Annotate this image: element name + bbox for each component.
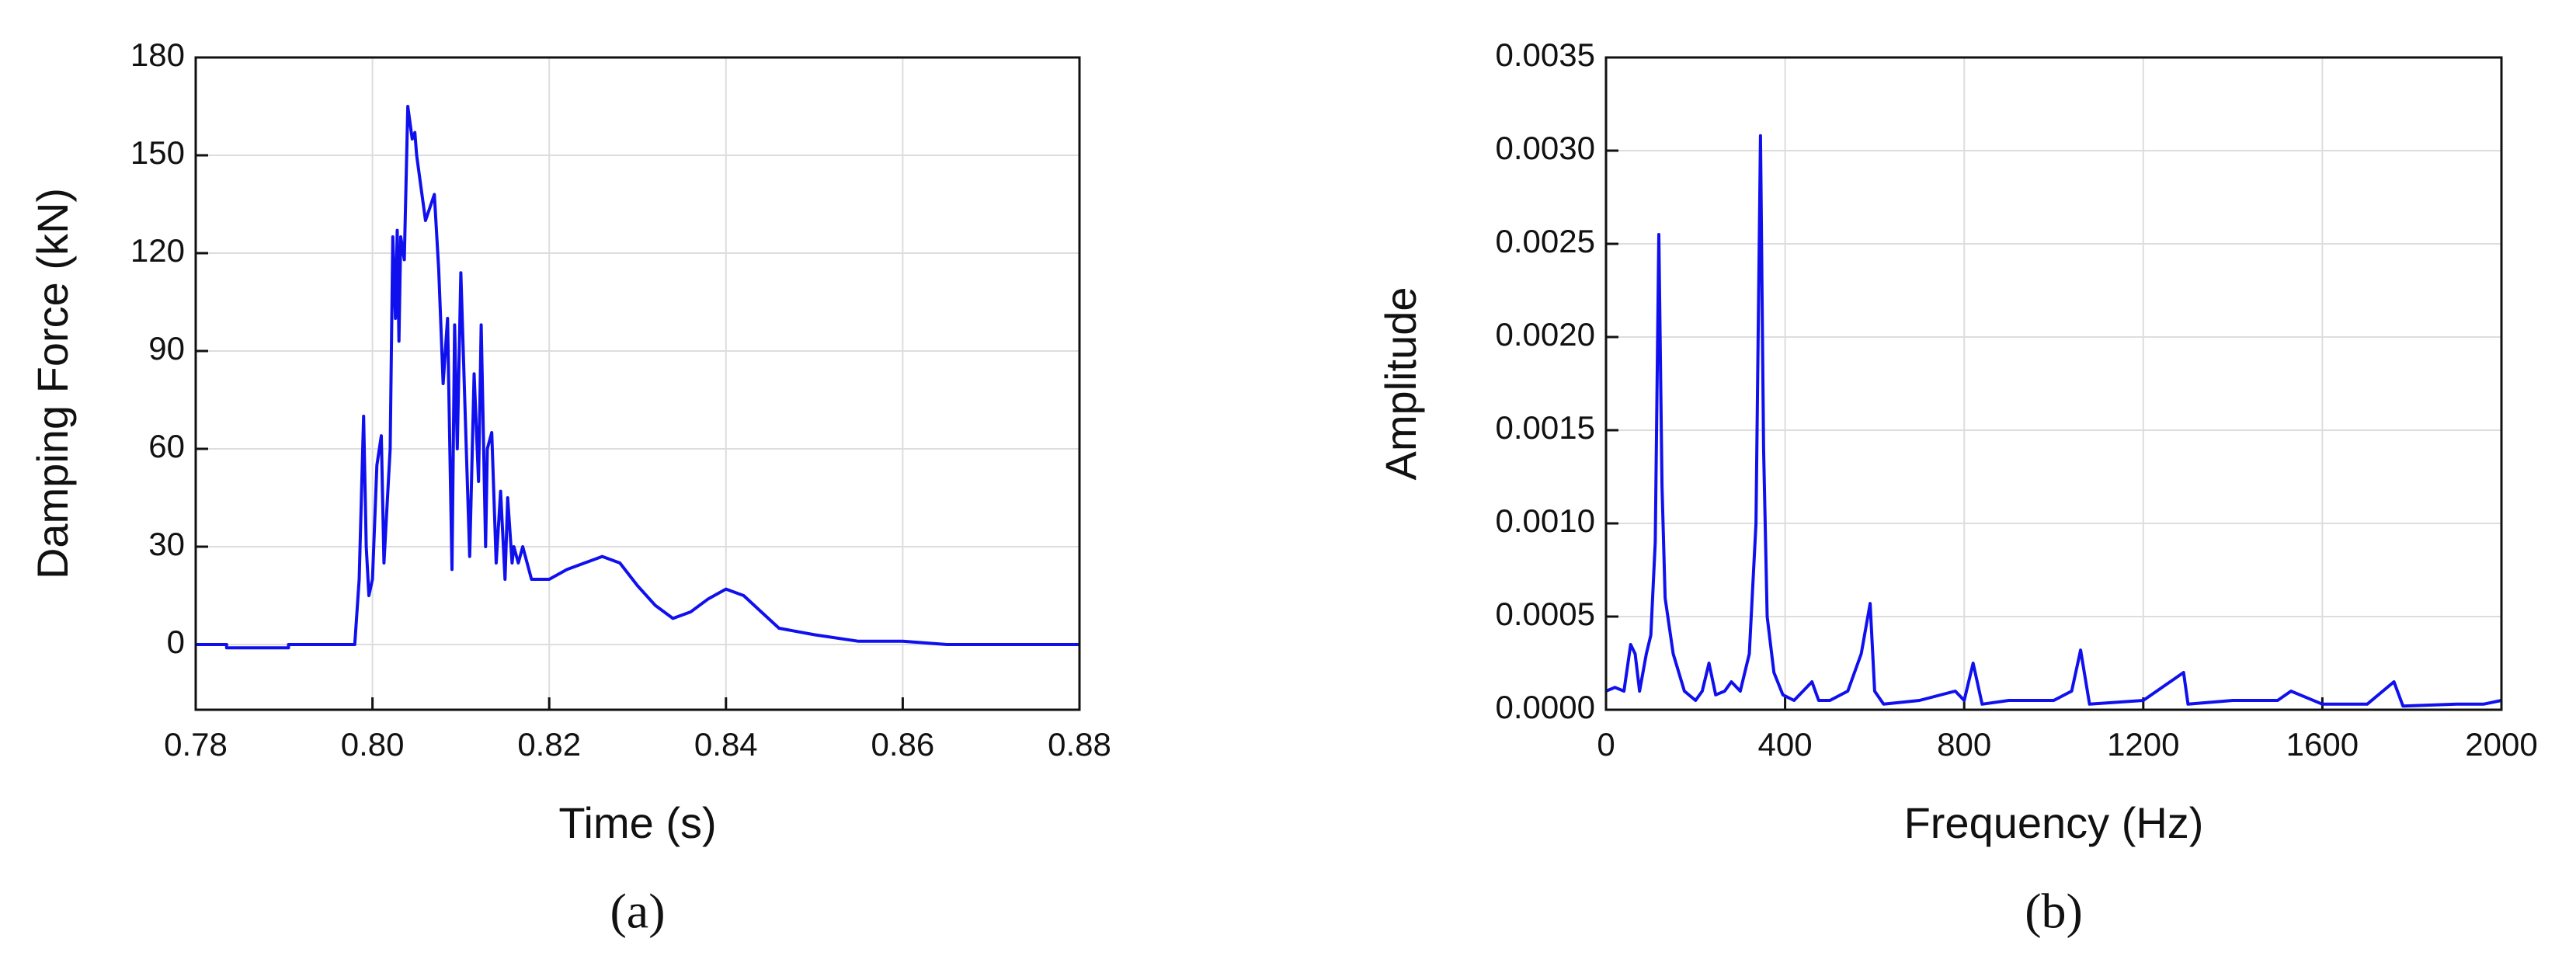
data-line [196,105,1079,650]
caption: (a) [610,884,665,939]
x-tick-label: 0.80 [341,726,405,763]
x-tick-label: 2000 [2465,726,2537,763]
y-tick-label: 0.0030 [1496,130,1595,166]
data-line [1605,134,2502,708]
y-tick-label: 120 [130,232,185,269]
x-tick-label: 1600 [2286,726,2359,763]
y-tick-label: 0.0015 [1496,409,1595,446]
y-tick-label: 150 [130,134,185,171]
x-tick-label: 0 [1597,726,1615,763]
plot-frame [1604,56,2503,711]
y-tick-label: 60 [148,428,185,464]
x-tick-label: 0.88 [1048,726,1111,763]
y-tick-label: 180 [130,36,185,73]
y-axis-title: Damping Force (kN) [28,188,77,579]
y-tick-label: 0.0020 [1496,316,1595,353]
y-tick-label: 90 [148,330,185,367]
y-axis-title: Amplitude [1376,287,1425,480]
y-tick-label: 0.0000 [1496,689,1595,725]
x-tick-label: 800 [1937,726,1991,763]
y-tick-label: 0 [167,624,185,660]
x-tick-label: 0.86 [871,726,935,763]
plot-frame [194,56,1081,711]
y-tick-label: 0.0010 [1496,502,1595,539]
y-tick-label: 0.0035 [1496,36,1595,73]
caption: (b) [2025,884,2083,939]
x-axis-title: Frequency (Hz) [1904,798,2204,847]
x-tick-label: 0.78 [164,726,228,763]
x-tick-label: 0.82 [517,726,581,763]
x-tick-label: 0.84 [694,726,758,763]
y-tick-label: 30 [148,526,185,562]
x-axis-title: Time (s) [558,798,716,847]
x-tick-label: 400 [1758,726,1813,763]
y-tick-label: 0.0005 [1496,596,1595,632]
x-tick-label: 1200 [2107,726,2179,763]
y-tick-label: 0.0025 [1496,223,1595,259]
